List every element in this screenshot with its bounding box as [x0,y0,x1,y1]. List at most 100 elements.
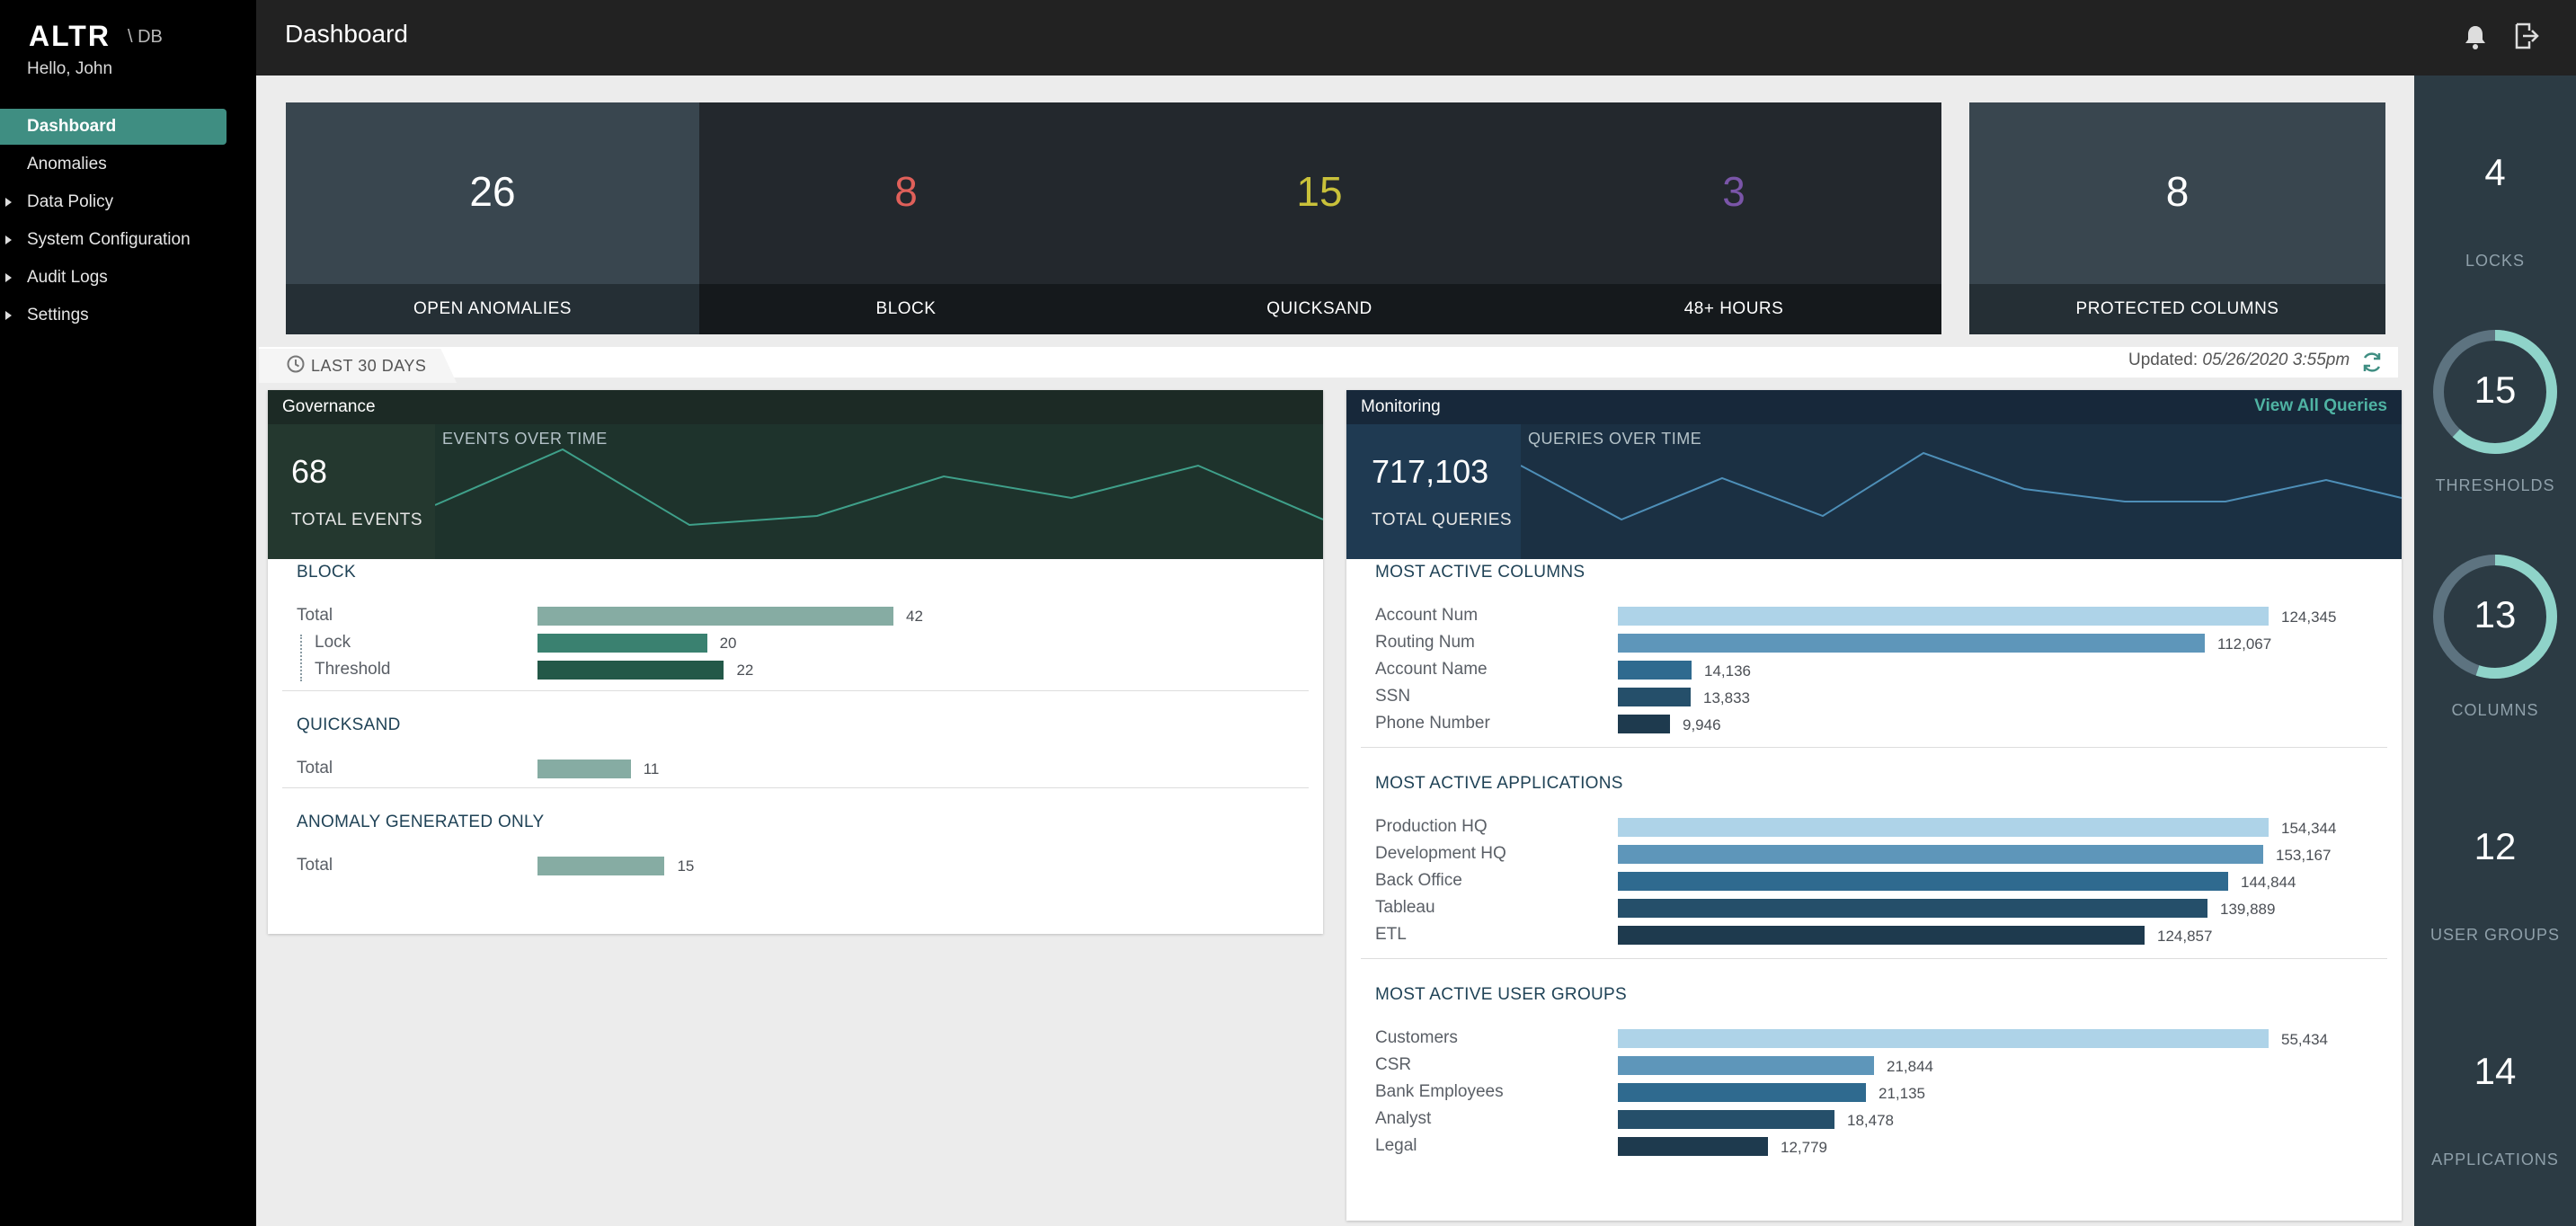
columns-count: 13 [2474,593,2517,635]
sidebar-item-dashboard[interactable]: Dashboard [0,109,227,145]
open-anomalies-value: 26 [469,168,516,215]
gov-bar [537,661,724,680]
refresh-icon[interactable] [2360,351,2384,374]
total-queries-value: 717,103 [1372,453,1489,490]
mon-bar-value: 124,345 [2281,609,2337,626]
governance-title: Governance [282,397,376,416]
mon-bar-value: 153,167 [2276,847,2332,864]
sidebar [0,0,256,1226]
gov-section-title: QUICKSAND [297,715,401,734]
gov-tree-line [300,635,302,681]
columns-ring [2433,555,2557,679]
mon-bar-value: 21,135 [1879,1085,1925,1102]
gov-row-label: Lock [315,633,351,652]
caret-right-icon [5,273,12,282]
governance-summary [268,424,1323,559]
sidebar-item-label: Dashboard [27,117,117,136]
thresholds-count: 15 [2474,369,2517,411]
block-label: BLOCK [875,299,937,318]
mon-bar-value: 21,844 [1887,1058,1933,1075]
right-stats-bar [2414,76,2576,1226]
block-card[interactable]: 8 BLOCK [699,102,1113,334]
queries-over-time-label: QUERIES OVER TIME [1528,430,1702,448]
mon-divider [1361,747,2387,748]
page-title: Dashboard [285,20,408,48]
gov-bar-value: 42 [906,608,923,625]
sidebar-item-label: System Configuration [27,230,191,249]
monitoring-panel: Monitoring View All Queries 717,103 TOTA… [1346,390,2402,1221]
applications-label: APPLICATIONS [2431,1150,2559,1168]
mon-bar [1618,872,2228,891]
total-events-value: 68 [291,453,328,490]
mon-bar-value: 13,833 [1703,689,1750,706]
mon-row-label: Tableau [1375,898,1435,917]
bell-icon[interactable] [2463,23,2488,50]
mon-bar-value: 139,889 [2220,901,2276,918]
caret-right-icon [5,198,12,207]
greeting: Hello, John [27,59,113,78]
gov-bar-value: 11 [643,760,660,777]
locks-label: LOCKS [2465,252,2526,270]
48-hours-label: 48+ HOURS [1683,299,1784,318]
mon-bar-value: 18,478 [1847,1112,1894,1129]
gov-divider [282,690,1309,691]
sidebar-item-data-policy[interactable]: Data Policy [0,184,227,220]
altr-logo: ALTR [29,20,111,52]
user-groups-count: 12 [2474,825,2517,867]
gov-bar [537,634,707,653]
total-queries-label: TOTAL QUERIES [1372,511,1513,529]
mon-row-label: Back Office [1375,871,1462,890]
mon-bar [1618,607,2269,626]
applications-count: 14 [2474,1050,2517,1092]
mon-bar [1618,818,2269,837]
mon-section-title: MOST ACTIVE APPLICATIONS [1375,774,1623,793]
mon-row-label: Customers [1375,1028,1458,1047]
48-hours-value: 3 [1722,168,1745,215]
mon-bar-value: 124,857 [2157,928,2213,945]
gov-bar-value: 22 [736,662,754,679]
gov-row-label: Total [297,606,333,625]
view-all-queries-link[interactable]: View All Queries [2254,396,2387,415]
sidebar-item-anomalies[interactable]: Anomalies [0,147,227,182]
mon-bar-value: 112,067 [2217,635,2272,653]
events-sparkline [435,448,1323,527]
gov-bar [537,607,894,626]
mon-row-label: Phone Number [1375,714,1490,733]
48-hours-card[interactable]: 3 48+ HOURS [1526,102,1941,334]
mon-row-label: Production HQ [1375,817,1488,836]
quicksand-card[interactable]: 15 QUICKSAND [1113,102,1526,334]
sidebar-item-label: Anomalies [27,155,107,173]
mon-bar [1618,1029,2269,1048]
caret-right-icon [5,235,12,244]
monitoring-summary [1346,424,2402,559]
sidebar-item-settings[interactable]: Settings [0,298,227,333]
mon-section-title: MOST ACTIVE USER GROUPS [1375,985,1627,1004]
caret-right-icon [5,311,12,320]
gov-bar-value: 15 [677,857,695,875]
date-range-tab[interactable]: LAST 30 DAYS [259,349,457,383]
sidebar-item-label: Data Policy [27,192,114,211]
mon-bar-value: 12,779 [1781,1139,1827,1156]
date-range-label: LAST 30 DAYS [311,357,427,375]
gov-row-label: Threshold [315,660,391,679]
open-anomalies-label: OPEN ANOMALIES [286,284,699,334]
mon-bar [1618,688,1691,706]
columns-label: COLUMNS [2451,701,2539,719]
gov-divider [282,787,1309,788]
sidebar-item-system-configuration[interactable]: System Configuration [0,222,227,258]
gov-row-label: Total [297,759,333,777]
protected-columns-card[interactable]: 8 PROTECTED COLUMNS [1969,102,2385,334]
sidebar-item-audit-logs[interactable]: Audit Logs [0,260,227,296]
mon-row-label: Routing Num [1375,633,1475,652]
gov-bar-value: 20 [719,635,737,652]
anomaly-types-card [699,102,1941,334]
mon-bar-value: 14,136 [1704,662,1751,680]
open-anomalies-card[interactable]: 26 OPEN ANOMALIES [286,102,699,334]
gov-bar [537,857,665,875]
clock-icon [287,355,305,373]
logout-icon[interactable] [2513,22,2540,50]
mon-bar-value: 9,946 [1683,716,1721,733]
queries-sparkline [1521,451,2402,521]
gov-section-title: BLOCK [297,563,356,582]
updated-label: Updated: [2128,351,2198,369]
